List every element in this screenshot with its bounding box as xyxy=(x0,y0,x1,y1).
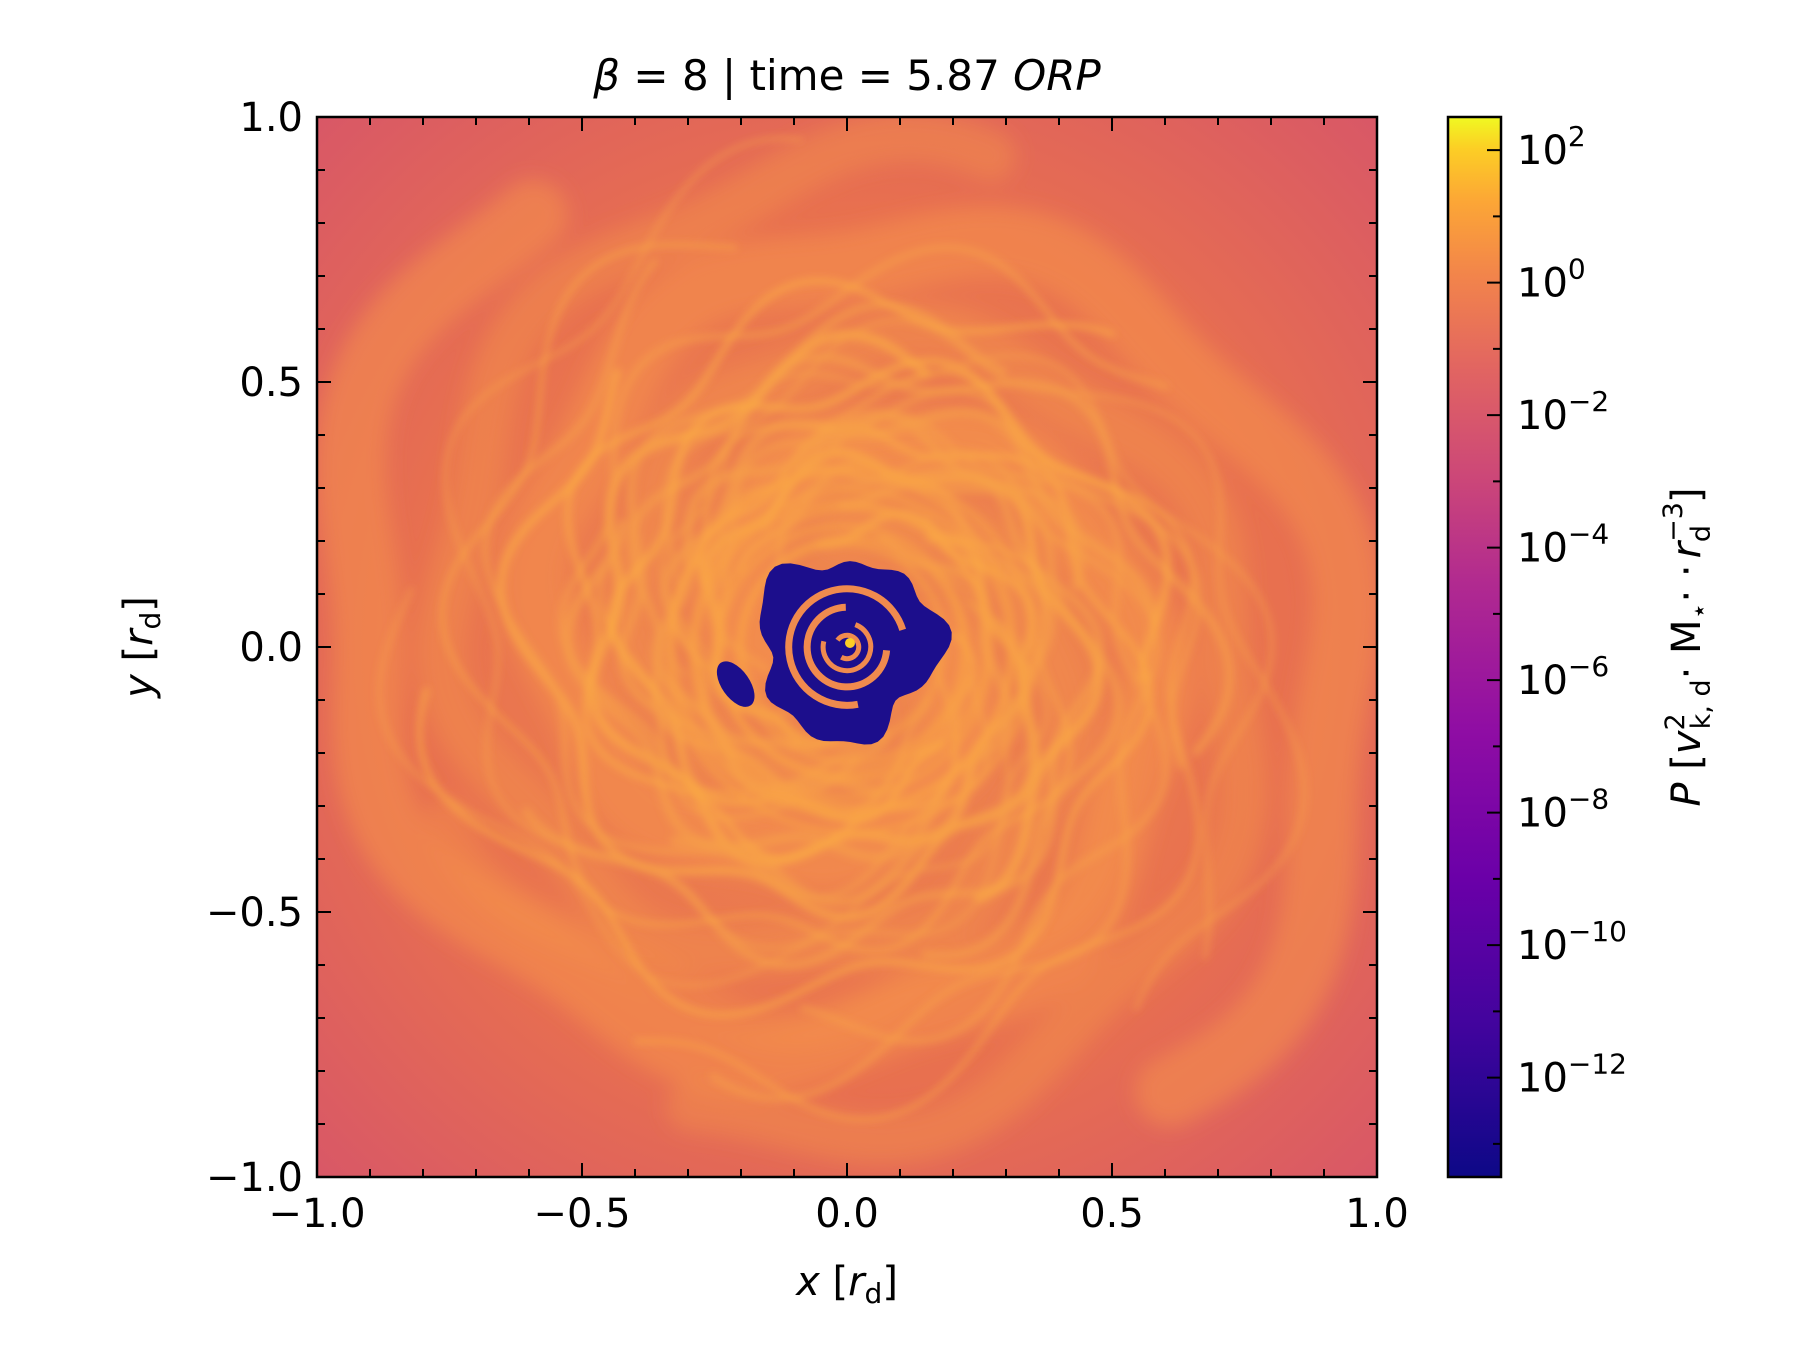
inner-ring xyxy=(669,470,1017,818)
cavity-inner-ring xyxy=(785,585,907,709)
title-symbol: β xyxy=(592,51,620,100)
colorbar-tick-label: 100 xyxy=(1517,253,1586,307)
colorbar-tick-labels: 102 100 10−2 10−4 10−6 10−8 10−10 10−12 xyxy=(1517,120,1627,1102)
cbar-v-sup: 2 xyxy=(1660,713,1691,730)
inner-ring xyxy=(689,488,1013,812)
spiral-filament xyxy=(564,277,1116,862)
y-tick-label: 0.0 xyxy=(239,625,303,671)
cbar-dot1: · xyxy=(1664,667,1710,680)
inner-ring xyxy=(735,534,967,766)
x-axis-unit: r xyxy=(848,1259,867,1305)
colorbar-label: P [v2k, d· M⋆· · r−3d] xyxy=(1658,487,1717,806)
cavity-inner-ring xyxy=(820,622,874,674)
x-axis-open: [ xyxy=(820,1259,848,1305)
x-tick-label: 1.0 xyxy=(1345,1191,1409,1237)
cbar-v-sub: k, d xyxy=(1686,679,1717,729)
colorbar-tick-label: 10−8 xyxy=(1517,783,1609,837)
spiral-filament xyxy=(440,242,1073,953)
x-tick-label: 0.0 xyxy=(815,1191,879,1237)
x-axis-label: x [rd] xyxy=(794,1259,898,1310)
cavity-fragment xyxy=(716,661,755,707)
cbar-r-sub: d xyxy=(1686,525,1717,542)
spiral-filament xyxy=(377,573,1050,988)
colorbar xyxy=(1448,117,1501,1177)
y-tick-label: −1.0 xyxy=(206,1155,303,1201)
cavity-inner-ring xyxy=(835,632,862,662)
inner-ring xyxy=(692,499,994,801)
spiral-filament xyxy=(708,387,1202,770)
colorbar-tick-label: 10−2 xyxy=(1517,385,1609,439)
colorbar-tick-label: 102 xyxy=(1517,120,1586,174)
spiral-filament xyxy=(659,353,1274,960)
cbar-open: [ xyxy=(1664,754,1710,782)
spiral-filament xyxy=(522,463,1105,970)
x-tick-label: −1.0 xyxy=(268,1191,365,1237)
inner-ring xyxy=(665,464,1037,836)
title-unit: ORP xyxy=(1013,51,1101,100)
y-axis-tick-labels: −1.0 −0.5 0.0 0.5 1.0 xyxy=(206,95,303,1201)
inner-ring xyxy=(715,522,971,778)
y-tick-label: −0.5 xyxy=(206,890,303,936)
cbar-var: P xyxy=(1664,782,1710,807)
colorbar-frame xyxy=(1446,115,1503,1179)
x-tick-label: 0.5 xyxy=(1080,1191,1144,1237)
spiral-filament xyxy=(586,329,1030,867)
cbar-close: ] xyxy=(1664,487,1710,503)
colorbar-tick-label: 10−4 xyxy=(1517,518,1609,572)
y-axis-label: y [rd] xyxy=(116,596,167,699)
colorbar-tick-label: 10−10 xyxy=(1517,915,1627,969)
x-axis-unit-sub: d xyxy=(865,1277,883,1310)
y-axis-ticks xyxy=(317,116,1377,1178)
x-tick-label: −0.5 xyxy=(533,1191,630,1237)
colorbar-tick-label: 10−6 xyxy=(1517,650,1609,704)
spiral-filaments xyxy=(377,136,1307,1122)
colorbar-tick-label: 10−12 xyxy=(1517,1048,1627,1102)
cbar-r: r xyxy=(1664,539,1710,558)
spiral-filament xyxy=(670,479,1056,908)
y-axis-unit-sub: d xyxy=(134,612,167,630)
x-axis-close: ] xyxy=(882,1259,898,1305)
y-tick-label: 0.5 xyxy=(239,360,303,406)
y-axis-var: y xyxy=(116,673,162,699)
inner-ring xyxy=(712,505,990,783)
y-axis-open: [ xyxy=(116,646,162,674)
cbar-dot2: · · xyxy=(1664,564,1710,602)
cbar-mass-sub: ⋆ xyxy=(1684,603,1715,620)
y-tick-label: 1.0 xyxy=(239,95,303,141)
cavity-inner-ring xyxy=(803,603,891,691)
y-axis-unit: r xyxy=(116,627,162,646)
x-axis-tick-labels: −1.0 −0.5 0.0 0.5 1.0 xyxy=(268,1191,1408,1237)
x-axis-ticks xyxy=(316,117,1378,1177)
y-axis-close: ] xyxy=(116,596,162,612)
central-hotspot xyxy=(845,638,855,648)
chart-title: β = 8 | time = 5.87 ORP xyxy=(592,51,1101,100)
spiral-filament xyxy=(709,449,1161,1102)
cbar-r-sup: −3 xyxy=(1658,502,1689,542)
title-middle: = 8 | time = 5.87 xyxy=(620,51,1013,100)
x-axis-var: x xyxy=(794,1259,820,1305)
cbar-mass: M xyxy=(1664,619,1710,666)
pressure-field xyxy=(317,117,1377,1177)
spiral-filament xyxy=(416,422,1153,1018)
colorbar-ticks xyxy=(1487,149,1501,1145)
cbar-v: v xyxy=(1664,729,1710,754)
inner-cavity xyxy=(716,561,952,745)
